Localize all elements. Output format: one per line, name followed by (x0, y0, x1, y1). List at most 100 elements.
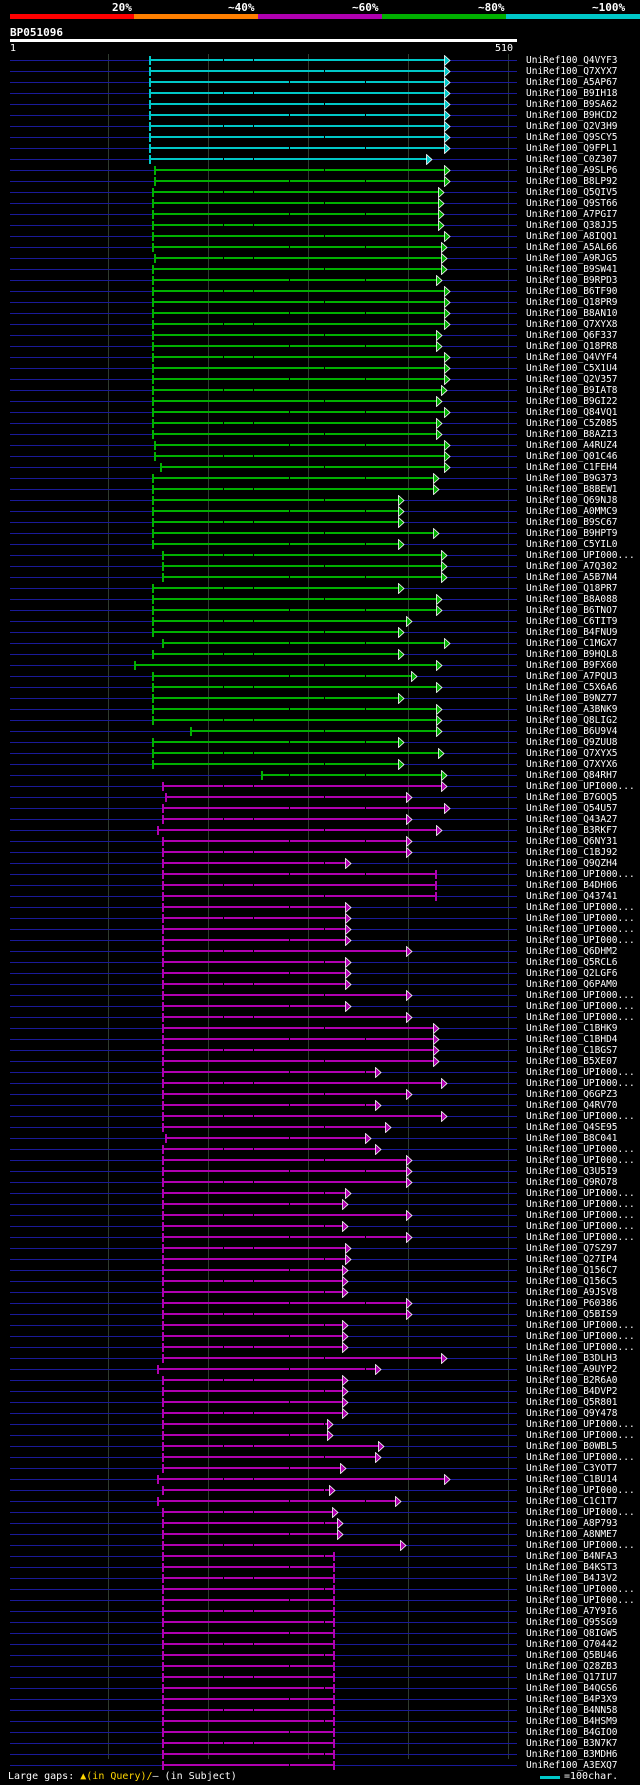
hit-row[interactable]: UniRef100_B0WBL5 (0, 1441, 640, 1452)
hit-row[interactable]: UniRef100_Q6NY31 (0, 836, 640, 847)
hit-name[interactable]: UniRef100_C5Z085 (526, 418, 618, 429)
hit-row[interactable]: UniRef100_Q7SZ97 (0, 1243, 640, 1254)
hit-row[interactable]: UniRef100_B6U9V4 (0, 726, 640, 737)
hit-name[interactable]: UniRef100_Q4RV70 (526, 1100, 618, 1111)
hit-row[interactable]: UniRef100_B9HQL8 (0, 649, 640, 660)
hit-name[interactable]: UniRef100_UPI000... (526, 1584, 635, 1595)
hit-row[interactable]: UniRef100_C1BGS7 (0, 1045, 640, 1056)
hit-row[interactable]: UniRef100_A9RJG5 (0, 253, 640, 264)
hit-row[interactable]: UniRef100_B9IH18 (0, 88, 640, 99)
hit-row[interactable]: UniRef100_Q18PR9 (0, 297, 640, 308)
hit-row[interactable]: UniRef100_Q18PR7 (0, 583, 640, 594)
hit-row[interactable]: UniRef100_A8IQQ1 (0, 231, 640, 242)
hit-name[interactable]: UniRef100_B6TNO7 (526, 605, 618, 616)
hit-row[interactable]: UniRef100_Q70442 (0, 1639, 640, 1650)
hit-name[interactable]: UniRef100_Q7SZ97 (526, 1243, 618, 1254)
hit-name[interactable]: UniRef100_UPI000... (526, 902, 635, 913)
hit-row[interactable]: UniRef100_B8BEW1 (0, 484, 640, 495)
hit-row[interactable]: UniRef100_B7GOQ5 (0, 792, 640, 803)
hit-row[interactable]: UniRef100_UPI000... (0, 1155, 640, 1166)
hit-name[interactable]: UniRef100_Q9FPL1 (526, 143, 618, 154)
hit-row[interactable]: UniRef100_UPI000... (0, 1507, 640, 1518)
hit-name[interactable]: UniRef100_A4RUZ4 (526, 440, 618, 451)
hit-name[interactable]: UniRef100_UPI000... (526, 550, 635, 561)
hit-name[interactable]: UniRef100_Q9ZUU8 (526, 737, 618, 748)
hit-name[interactable]: UniRef100_B9FX60 (526, 660, 618, 671)
hit-row[interactable]: UniRef100_UPI000... (0, 1067, 640, 1078)
hit-row[interactable]: UniRef100_B3DLH3 (0, 1353, 640, 1364)
hit-name[interactable]: UniRef100_Q70442 (526, 1639, 618, 1650)
hit-row[interactable]: UniRef100_A7Y9I6 (0, 1606, 640, 1617)
hit-row[interactable]: UniRef100_UPI000... (0, 1199, 640, 1210)
hit-name[interactable]: UniRef100_A8NME7 (526, 1529, 618, 1540)
hit-name[interactable]: UniRef100_C1BJ92 (526, 847, 618, 858)
hit-row[interactable]: UniRef100_C3YOT7 (0, 1463, 640, 1474)
hit-row[interactable]: UniRef100_A7PGI7 (0, 209, 640, 220)
hit-row[interactable]: UniRef100_B3MDH6 (0, 1749, 640, 1760)
hit-name[interactable]: UniRef100_C1FEH4 (526, 462, 618, 473)
hit-row[interactable]: UniRef100_B9G373 (0, 473, 640, 484)
hit-row[interactable]: UniRef100_A8P793 (0, 1518, 640, 1529)
hit-name[interactable]: UniRef100_A3EXQ7 (526, 1760, 618, 1771)
hit-name[interactable]: UniRef100_B9SW41 (526, 264, 618, 275)
hit-name[interactable]: UniRef100_Q18PR9 (526, 297, 618, 308)
hit-row[interactable]: UniRef100_Q4VYF3 (0, 55, 640, 66)
hit-name[interactable]: UniRef100_C5X6A6 (526, 682, 618, 693)
hit-name[interactable]: UniRef100_B4P3X9 (526, 1694, 618, 1705)
hit-name[interactable]: UniRef100_A5B7N4 (526, 572, 618, 583)
hit-row[interactable]: UniRef100_UPI000... (0, 1144, 640, 1155)
hit-name[interactable]: UniRef100_UPI000... (526, 1507, 635, 1518)
hit-row[interactable]: UniRef100_B4NN58 (0, 1705, 640, 1716)
hit-row[interactable]: UniRef100_Q6DHM2 (0, 946, 640, 957)
hit-row[interactable]: UniRef100_C5YIL0 (0, 539, 640, 550)
hit-name[interactable]: UniRef100_Q3U5I9 (526, 1166, 618, 1177)
hit-name[interactable]: UniRef100_C1MGX7 (526, 638, 618, 649)
hit-name[interactable]: UniRef100_B7GOQ5 (526, 792, 618, 803)
hit-row[interactable]: UniRef100_UPI000... (0, 1320, 640, 1331)
hit-row[interactable]: UniRef100_B3RKF7 (0, 825, 640, 836)
hit-row[interactable]: UniRef100_B9FX60 (0, 660, 640, 671)
hit-row[interactable]: UniRef100_UPI000... (0, 1111, 640, 1122)
hit-name[interactable]: UniRef100_Q8LIG2 (526, 715, 618, 726)
hit-name[interactable]: UniRef100_B9NZ77 (526, 693, 618, 704)
hit-name[interactable]: UniRef100_B9RPD3 (526, 275, 618, 286)
hit-name[interactable]: UniRef100_B3N7K7 (526, 1738, 618, 1749)
hit-row[interactable]: UniRef100_B8A088 (0, 594, 640, 605)
hit-row[interactable]: UniRef100_UPI000... (0, 935, 640, 946)
hit-name[interactable]: UniRef100_UPI000... (526, 990, 635, 1001)
hit-row[interactable]: UniRef100_Q18PR8 (0, 341, 640, 352)
hit-name[interactable]: UniRef100_Q9QZH4 (526, 858, 618, 869)
hit-row[interactable]: UniRef100_B4DH06 (0, 880, 640, 891)
hit-name[interactable]: UniRef100_Q9Y478 (526, 1408, 618, 1419)
hit-name[interactable]: UniRef100_B8BEW1 (526, 484, 618, 495)
hit-row[interactable]: UniRef100_Q9QZH4 (0, 858, 640, 869)
hit-name[interactable]: UniRef100_UPI000... (526, 913, 635, 924)
hit-row[interactable]: UniRef100_Q9SCY5 (0, 132, 640, 143)
hit-name[interactable]: UniRef100_UPI000... (526, 1485, 635, 1496)
hit-name[interactable]: UniRef100_B2R6A0 (526, 1375, 618, 1386)
hit-row[interactable]: UniRef100_Q9ST66 (0, 198, 640, 209)
hit-name[interactable]: UniRef100_B6TF90 (526, 286, 618, 297)
hit-name[interactable]: UniRef100_B4NN58 (526, 1705, 618, 1716)
hit-name[interactable]: UniRef100_B4J3V2 (526, 1573, 618, 1584)
hit-name[interactable]: UniRef100_Q5BIS9 (526, 1309, 618, 1320)
hit-row[interactable]: UniRef100_UPI000... (0, 924, 640, 935)
hit-name[interactable]: UniRef100_UPI000... (526, 935, 635, 946)
hit-name[interactable]: UniRef100_Q2LGF6 (526, 968, 618, 979)
hit-row[interactable]: UniRef100_Q95SG9 (0, 1617, 640, 1628)
hit-name[interactable]: UniRef100_B8AN10 (526, 308, 618, 319)
hit-row[interactable]: UniRef100_UPI000... (0, 1078, 640, 1089)
hit-name[interactable]: UniRef100_UPI000... (526, 781, 635, 792)
hit-row[interactable]: UniRef100_UPI000... (0, 1331, 640, 1342)
hit-name[interactable]: UniRef100_C5YIL0 (526, 539, 618, 550)
hit-name[interactable]: UniRef100_Q6PAM0 (526, 979, 618, 990)
hit-name[interactable]: UniRef100_UPI000... (526, 1188, 635, 1199)
hit-row[interactable]: UniRef100_B4J3V2 (0, 1573, 640, 1584)
hit-row[interactable]: UniRef100_UPI000... (0, 1342, 640, 1353)
hit-row[interactable]: UniRef100_UPI000... (0, 902, 640, 913)
hit-name[interactable]: UniRef100_Q4VYF3 (526, 55, 618, 66)
hit-row[interactable]: UniRef100_UPI000... (0, 1210, 640, 1221)
hit-row[interactable]: UniRef100_Q9RO78 (0, 1177, 640, 1188)
hit-name[interactable]: UniRef100_Q84VQ1 (526, 407, 618, 418)
hit-name[interactable]: UniRef100_A7PQU3 (526, 671, 618, 682)
